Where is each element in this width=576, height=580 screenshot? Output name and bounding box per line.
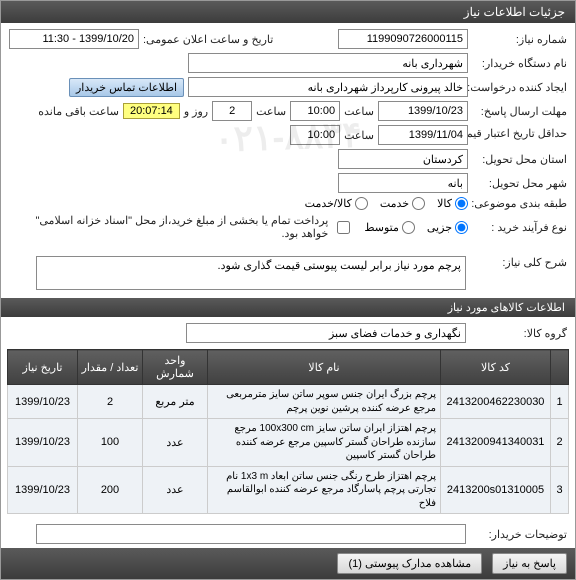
cell-name: پرچم اهتزاز طرح رنگی جنس ساتن ابعاد 1x3 … bbox=[208, 466, 441, 514]
days-input[interactable] bbox=[212, 101, 252, 121]
col-code: کد کالا bbox=[441, 350, 551, 385]
contact-button[interactable]: اطلاعات تماس خریدار bbox=[69, 78, 184, 97]
group-input[interactable] bbox=[186, 323, 466, 343]
deadline-date-input[interactable] bbox=[378, 101, 468, 121]
need-no-input[interactable] bbox=[338, 29, 468, 49]
radio-goods-service-input[interactable] bbox=[355, 197, 368, 210]
need-no-label: شماره نیاز: bbox=[472, 33, 567, 46]
cell-code: 2413200462230030 bbox=[441, 385, 551, 419]
time-label-1: ساعت bbox=[344, 105, 374, 118]
col-idx bbox=[551, 350, 569, 385]
cell-name: پرچم اهتزاز ایران ساتن سایز 100x300 cm م… bbox=[208, 419, 441, 467]
cell-date: 1399/10/23 bbox=[8, 385, 78, 419]
buyer-desc-input[interactable] bbox=[36, 524, 466, 544]
cell-date: 1399/10/23 bbox=[8, 466, 78, 514]
cell-qty: 2 bbox=[78, 385, 143, 419]
time-label-3: ساعت bbox=[344, 129, 374, 142]
province-label: استان محل تحویل: bbox=[472, 153, 567, 166]
col-qty: تعداد / مقدار bbox=[78, 350, 143, 385]
cell-unit: عدد bbox=[143, 466, 208, 514]
announce-input[interactable] bbox=[9, 29, 139, 49]
validity-date-input[interactable] bbox=[378, 125, 468, 145]
desc-label: شرح کلی نیاز: bbox=[472, 256, 567, 269]
city-label: شهر محل تحویل: bbox=[472, 177, 567, 190]
process-label: نوع فرآیند خرید : bbox=[472, 221, 567, 234]
reply-button[interactable]: پاسخ به نیاز bbox=[492, 553, 567, 574]
validity-time-input[interactable] bbox=[290, 125, 340, 145]
buyer-input[interactable] bbox=[188, 53, 468, 73]
radio-goods[interactable]: کالا bbox=[437, 197, 468, 210]
radio-medium[interactable]: متوسط bbox=[364, 221, 415, 234]
partial-pay-text: پرداخت تمام یا بخشی از مبلغ خرید،از محل … bbox=[9, 214, 328, 240]
col-name: نام کالا bbox=[208, 350, 441, 385]
cell-name: پرچم بزرگ ایران جنس سوپر ساتن سایز مترمر… bbox=[208, 385, 441, 419]
buyer-desc-label: توضیحات خریدار: bbox=[472, 528, 567, 541]
cell-idx: 3 bbox=[551, 466, 569, 514]
group-label: گروه کالا: bbox=[472, 327, 567, 340]
creator-label: ایجاد کننده درخواست: bbox=[472, 81, 567, 94]
validity-label: حداقل تاریخ اعتبار قیمت: تا تاریخ: bbox=[472, 128, 567, 141]
remain-label: ساعت باقی مانده bbox=[38, 105, 119, 118]
package-label: طبقه بندی موضوعی: bbox=[472, 197, 567, 210]
cell-qty: 200 bbox=[78, 466, 143, 514]
radio-goods-input[interactable] bbox=[455, 197, 468, 210]
col-unit: واحد شمارش bbox=[143, 350, 208, 385]
creator-input[interactable] bbox=[188, 77, 468, 97]
radio-goods-text: کالا bbox=[437, 197, 452, 210]
cell-code: 2413200941340031 bbox=[441, 419, 551, 467]
table-row[interactable]: 32413200s01310005پرچم اهتزاز طرح رنگی جن… bbox=[8, 466, 569, 514]
partial-pay-input[interactable] bbox=[337, 221, 350, 234]
partial-pay-checkbox[interactable]: پرداخت تمام یا بخشی از مبلغ خرید،از محل … bbox=[9, 214, 350, 240]
radio-service[interactable]: خدمت bbox=[380, 197, 425, 210]
cell-code: 2413200s01310005 bbox=[441, 466, 551, 514]
announce-label: تاریخ و ساعت اعلان عمومی: bbox=[143, 33, 273, 46]
deadline-label: مهلت ارسال پاسخ: bbox=[472, 105, 567, 118]
radio-medium-text: متوسط bbox=[364, 221, 399, 234]
time-label-2: ساعت bbox=[256, 105, 286, 118]
table-row[interactable]: 22413200941340031پرچم اهتزاز ایران ساتن … bbox=[8, 419, 569, 467]
deadline-time-input[interactable] bbox=[290, 101, 340, 121]
radio-small[interactable]: جزیی bbox=[427, 221, 468, 234]
radio-service-input[interactable] bbox=[412, 197, 425, 210]
col-date: تاریخ نیاز bbox=[8, 350, 78, 385]
days-label: روز و bbox=[184, 105, 208, 118]
panel-title: جزئیات اطلاعات نیاز bbox=[1, 1, 575, 23]
cell-date: 1399/10/23 bbox=[8, 419, 78, 467]
radio-medium-input[interactable] bbox=[402, 221, 415, 234]
goods-section-header: اطلاعات کالاهای مورد نیاز bbox=[1, 298, 575, 317]
province-input[interactable] bbox=[338, 149, 468, 169]
cell-idx: 2 bbox=[551, 419, 569, 467]
radio-small-text: جزیی bbox=[427, 221, 452, 234]
radio-service-text: خدمت bbox=[380, 197, 409, 210]
buyer-label: نام دستگاه خریدار: bbox=[472, 57, 567, 70]
table-row[interactable]: 12413200462230030پرچم بزرگ ایران جنس سوپ… bbox=[8, 385, 569, 419]
cell-unit: عدد bbox=[143, 419, 208, 467]
desc-textarea[interactable] bbox=[36, 256, 466, 290]
attachments-button[interactable]: مشاهده مدارک پیوستی (1) bbox=[337, 553, 482, 574]
cell-unit: متر مربع bbox=[143, 385, 208, 419]
radio-goods-service-text: کالا/خدمت bbox=[305, 197, 352, 210]
radio-goods-service[interactable]: کالا/خدمت bbox=[305, 197, 368, 210]
cell-idx: 1 bbox=[551, 385, 569, 419]
cell-qty: 100 bbox=[78, 419, 143, 467]
radio-small-input[interactable] bbox=[455, 221, 468, 234]
city-input[interactable] bbox=[338, 173, 468, 193]
countdown-timer: 20:07:14 bbox=[123, 103, 180, 119]
goods-table: کد کالا نام کالا واحد شمارش تعداد / مقدا… bbox=[7, 349, 569, 514]
